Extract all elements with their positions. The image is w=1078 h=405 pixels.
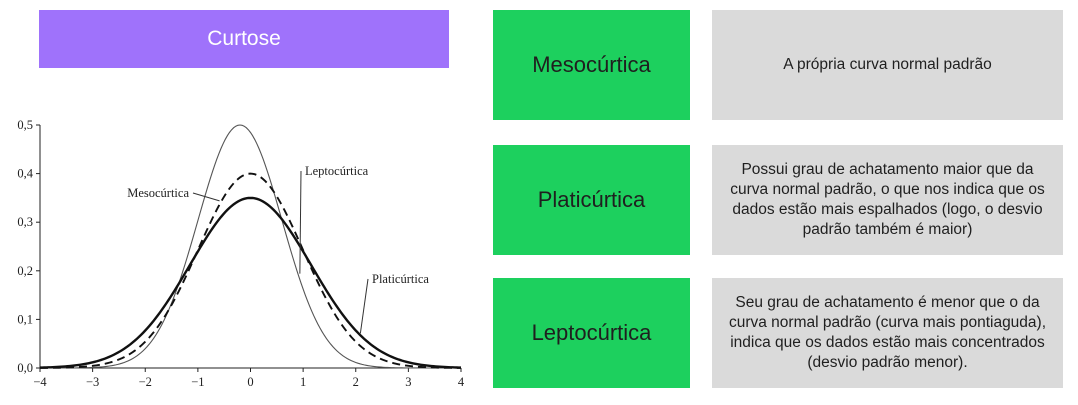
y-tick-label: 0,3 — [17, 215, 33, 229]
y-tick-label: 0,2 — [17, 264, 33, 278]
leader-line-platicurtica — [359, 278, 369, 334]
chart-annotations: Leptocúrtica Mesocúrtica Platicúrtica — [127, 164, 429, 334]
y-tick-label: 0,1 — [17, 312, 33, 326]
row-desc-mesocurtica: A própria curva normal padrão — [712, 10, 1063, 120]
x-tick-label: 1 — [300, 375, 306, 389]
x-tick-label: −4 — [33, 375, 47, 389]
x-tick-label: 4 — [458, 375, 465, 389]
row-label-mesocurtica: Mesocúrtica — [493, 10, 690, 120]
page-title: Curtose — [207, 27, 281, 50]
x-tick-label: −1 — [191, 375, 204, 389]
y-tick-label: 0,0 — [17, 361, 33, 375]
label-platicurtica: Platicúrtica — [372, 272, 429, 286]
curve-leptocurtica — [40, 124, 461, 369]
x-tick-label: −3 — [86, 375, 99, 389]
title-banner: Curtose — [39, 10, 449, 68]
chart-curves — [39, 124, 462, 369]
kurtosis-chart: −4 −3 −2 −1 0 1 2 3 4 0,0 0,1 0,2 0,3 0,4 0,5 Leptocúr… — [17, 118, 465, 389]
leader-line-leptocurtica — [299, 170, 302, 274]
row-desc-leptocurtica: Seu grau de achatamento é menor que o da… — [712, 278, 1063, 388]
y-tick-label: 0,4 — [17, 167, 33, 181]
row-label-platicurtica: Platicúrtica — [493, 145, 690, 255]
row-desc-platicurtica: Possui grau de achatamento maior que da … — [712, 145, 1063, 255]
x-tick-label: 0 — [247, 375, 253, 389]
y-tick-label: 0,5 — [17, 118, 33, 132]
label-leptocurtica: Leptocúrtica — [305, 164, 369, 178]
curve-platicurtica — [39, 196, 462, 369]
curve-mesocurtica — [39, 172, 462, 369]
x-tick-label: 3 — [405, 375, 411, 389]
x-tick-label: 2 — [353, 375, 359, 389]
chart-axes: −4 −3 −2 −1 0 1 2 3 4 0,0 0,1 0,2 0,3 0,4 0,5 — [17, 118, 465, 389]
label-mesocurtica: Mesocúrtica — [127, 186, 189, 200]
x-tick-label: −2 — [139, 375, 152, 389]
leader-line-mesocurtica — [192, 192, 220, 202]
row-label-leptocurtica: Leptocúrtica — [493, 278, 690, 388]
